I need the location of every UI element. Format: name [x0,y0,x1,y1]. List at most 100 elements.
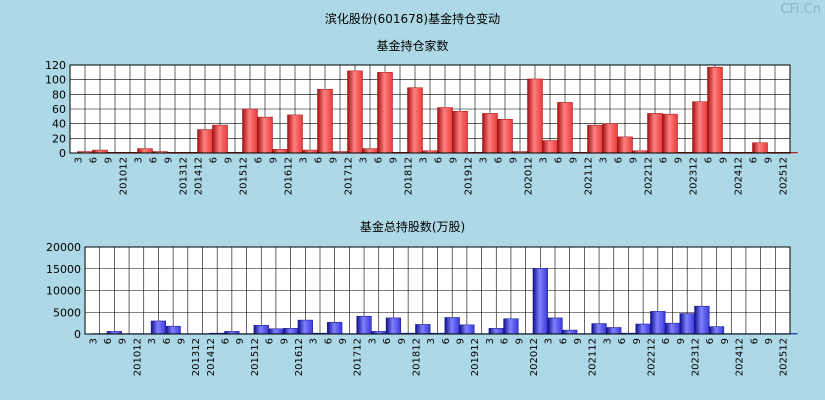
c1-ytick-label: 60 [52,103,66,116]
c1-xtick-label: 201512 [239,157,250,195]
c2-xtick-label: 6 [221,338,232,344]
c2-xtick-label: 202112 [588,338,599,376]
c1-xtick-label: 9 [449,157,460,163]
c2-bar [488,328,504,335]
c2-xtick-label: 6 [103,338,114,344]
c1-xtick-label: 6 [554,157,565,163]
c2-xtick-label: 202412 [735,338,746,376]
c1-xtick-label: 3 [74,157,85,163]
c2-xtick-label: 201712 [353,338,364,376]
c2-xtick-label: 201812 [411,338,422,376]
c2-bar [679,313,695,335]
c1-xtick-label: 202212 [644,157,655,195]
c1-xtick-label: 3 [134,157,145,163]
c2-xtick-label: 3 [602,338,613,344]
c1-xtick-label: 202112 [584,157,595,195]
c2-xtick-label: 9 [235,338,246,344]
c2-xtick-label: 3 [367,338,378,344]
c1-xtick-label: 201312 [179,157,190,195]
c1-xtick-label: 9 [674,157,685,163]
c2-bar [547,317,563,335]
c2-bar [503,318,519,335]
c1-ytick-label: 20 [52,132,66,145]
c2-bar [356,315,372,335]
c2-xtick-label: 9 [676,338,687,344]
c2-bar [694,305,710,335]
c1-xtick-label: 6 [209,157,220,163]
c1-xtick-label: 9 [104,157,115,163]
c1-xtick-label: 9 [164,157,175,163]
c2-xtick-label: 9 [176,338,187,344]
c1-ytick-label: 80 [52,88,66,101]
c2-xtick-label: 3 [88,338,99,344]
c2-xtick-label: 9 [764,338,775,344]
c2-xtick-label: 9 [279,338,290,344]
c2-xtick-label: 9 [397,338,408,344]
c2-xtick-label: 3 [147,338,158,344]
c1-xtick-label: 6 [374,157,385,163]
c2-xtick-label: 201912 [470,338,481,376]
c2-xtick-label: 6 [661,338,672,344]
c2-bar [708,326,725,335]
page-title: 滨化股份(601678)基金持仓变动 [324,12,501,26]
c2-bar [635,323,651,335]
c1-ytick-label: 0 [59,147,66,160]
c1-xtick-label: 6 [614,157,625,163]
c2-bar [327,322,343,335]
c2-xtick-label: 3 [426,338,437,344]
c2-xtick-label: 6 [705,338,716,344]
c1-xtick-label: 201712 [344,157,355,195]
c1-xtick-label: 202412 [734,157,745,195]
c1-xtick-label: 9 [509,157,520,163]
c1-xtick-label: 202512 [779,157,790,195]
c1-xtick-label: 201012 [119,157,130,195]
c1-xtick-label: 3 [419,157,430,163]
c1-xtick-label: 3 [599,157,610,163]
c2-xtick-label: 9 [118,338,129,344]
c2-bar [297,319,313,335]
c2-xtick-label: 202312 [691,338,702,376]
c1-ytick-label: 120 [45,59,66,72]
c1-xtick-label: 202312 [689,157,700,195]
c1-xtick-label: 9 [629,157,640,163]
c1-xtick-label: 6 [314,157,325,163]
c2-xtick-label: 9 [456,338,467,344]
c2-xtick-label: 201512 [250,338,261,376]
c2-xtick-label: 202512 [779,338,790,376]
c2-xtick-label: 9 [514,338,525,344]
c2-bar [283,328,299,335]
c2-xtick-label: 201612 [294,338,305,376]
c2-xtick-label: 201412 [206,338,217,376]
c1-xtick-label: 9 [269,157,280,163]
c2-bar [415,324,431,335]
c2-xtick-label: 201312 [191,338,202,376]
c2-xtick-label: 6 [749,338,760,344]
c2-xtick-label: 3 [544,338,555,344]
c1-xtick-label: 201612 [284,157,295,195]
c2-xtick-label: 202012 [529,338,540,376]
c1-xtick-label: 3 [479,157,490,163]
c2-xtick-label: 9 [338,338,349,344]
c2-xtick-label: 6 [617,338,628,344]
c1-xtick-label: 9 [569,157,580,163]
c2-xtick-label: 201012 [132,338,143,376]
c1-xtick-label: 6 [434,157,445,163]
c2-bar [165,325,181,335]
c1-xtick-label: 9 [329,157,340,163]
c2-xtick-label: 6 [323,338,334,344]
c2-xtick-label: 3 [485,338,496,344]
c1-xtick-label: 202012 [524,157,535,195]
c1-xtick-label: 6 [659,157,670,163]
c1-ytick-label: 40 [52,118,66,131]
c2-xtick-label: 6 [265,338,276,344]
c1-xtick-label: 6 [494,157,505,163]
c1-xtick-label: 3 [539,157,550,163]
c2-bar [268,328,284,335]
c2-ytick-label: 10000 [46,285,81,298]
c1-xtick-label: 9 [224,157,235,163]
c2-xtick-label: 6 [441,338,452,344]
c2-bar [562,329,578,335]
c1-xtick-label: 3 [299,157,310,163]
